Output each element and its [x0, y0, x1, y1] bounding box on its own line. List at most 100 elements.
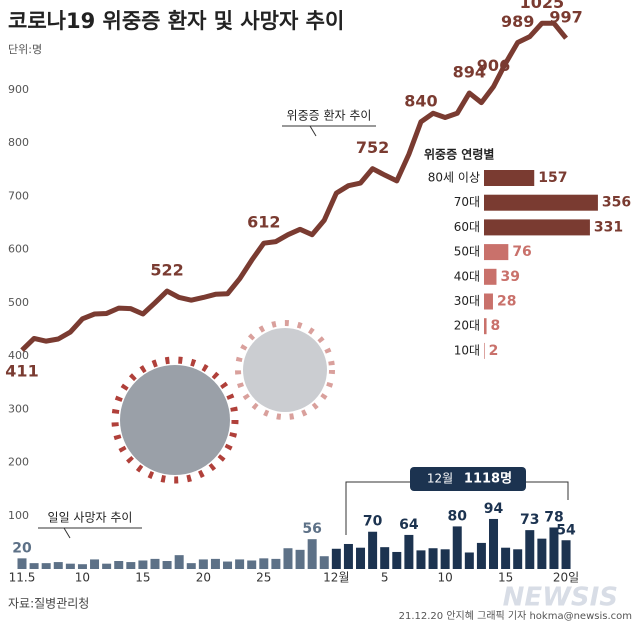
chart-title: 코로나19 위중증 환자 및 사망자 추이 [8, 9, 344, 33]
age-category: 10대 [454, 343, 480, 357]
bar [368, 531, 378, 569]
y-tick-label: 100 [8, 509, 29, 522]
line-value-label: 411 [5, 362, 38, 381]
age-category: 30대 [454, 294, 480, 308]
bar-label: 일일 사망자 추이 [48, 511, 133, 525]
age-value-label: 39 [500, 269, 519, 285]
bar [223, 561, 233, 569]
bar [501, 547, 511, 569]
bar [198, 559, 208, 569]
bar [259, 558, 269, 569]
watermark: NEWSIS [503, 583, 618, 613]
age-bar [484, 170, 535, 186]
line-value-label: 1025 [520, 0, 565, 12]
x-tick-label: 20일 [553, 571, 579, 585]
x-tick-label: 10 [438, 571, 453, 585]
month-total-value: 1118명 [464, 471, 512, 487]
line-value-label: 840 [404, 91, 437, 110]
x-tick-label: 12월 [323, 571, 349, 585]
age-value-label: 2 [489, 343, 499, 359]
line-value-label: 894 [453, 63, 486, 82]
y-tick-label: 800 [8, 136, 29, 149]
bar [343, 543, 353, 569]
bar [283, 548, 293, 569]
bar-value-label: 54 [556, 522, 576, 538]
age-value-label: 331 [594, 219, 623, 235]
age-value-label: 8 [491, 318, 501, 334]
age-category: 20대 [454, 319, 480, 333]
y-tick-label: 400 [8, 349, 29, 362]
bar [549, 527, 559, 569]
bar [162, 561, 172, 569]
y-tick-label: 600 [8, 243, 29, 256]
bar [392, 551, 402, 569]
age-bar [484, 342, 485, 359]
month-label: 12월 [427, 472, 453, 486]
bar [440, 549, 450, 569]
bar [210, 558, 220, 569]
age-bar [484, 293, 493, 310]
bar [452, 526, 462, 569]
bar [41, 563, 51, 569]
bar [307, 539, 317, 569]
age-category: 70대 [454, 195, 480, 209]
y-tick-label: 500 [8, 296, 29, 309]
line-series [20, 20, 568, 352]
bar-value-label: 20 [12, 540, 32, 556]
bar [102, 563, 112, 569]
age-value-label: 28 [497, 294, 516, 310]
bar [513, 549, 523, 569]
bar [525, 530, 535, 569]
bar [65, 563, 75, 569]
y-tick-label: 700 [8, 189, 29, 202]
bar [561, 540, 571, 569]
age-bar [484, 244, 509, 261]
age-bar [484, 268, 497, 285]
bar [416, 550, 426, 569]
age-bar [484, 318, 487, 335]
age-value-label: 157 [538, 170, 567, 186]
bar [247, 560, 257, 569]
bar-value-label: 78 [544, 509, 563, 525]
source: 자료:질병관리청 [8, 597, 89, 611]
bar [17, 558, 27, 569]
x-tick-label: 20 [196, 571, 211, 585]
bar [114, 561, 124, 569]
bar-value-label: 70 [363, 514, 383, 530]
age-bar [484, 219, 590, 236]
age-value-label: 356 [602, 195, 631, 211]
x-tick-label: 15 [135, 571, 150, 585]
x-tick-label: 25 [256, 571, 271, 585]
bar [235, 559, 245, 569]
bar [138, 560, 148, 569]
x-tick-label: 10 [75, 571, 90, 585]
bar [331, 548, 341, 569]
age-category: 80세 이상 [428, 171, 480, 185]
line-value-label: 752 [356, 138, 389, 157]
bar [126, 562, 136, 569]
bar [476, 542, 486, 569]
bar [77, 564, 87, 569]
bar [90, 559, 100, 569]
bar [29, 563, 39, 569]
line-value-label: 997 [549, 8, 582, 27]
bar [174, 555, 184, 569]
age-category: 50대 [454, 245, 480, 259]
bar-value-label: 56 [302, 521, 321, 537]
line-label: 위중증 환자 추이 [287, 109, 372, 123]
age-value-label: 76 [512, 244, 531, 260]
age-bar [484, 194, 598, 211]
y-tick-label: 900 [8, 83, 29, 96]
age-title: 위중증 연령별 [424, 147, 494, 162]
bar [489, 518, 499, 569]
bar [537, 538, 547, 569]
bar [404, 534, 414, 569]
y-tick-label: 300 [8, 402, 29, 415]
bar [53, 562, 63, 569]
bar-value-label: 94 [484, 501, 504, 517]
unit: 단위:명 [8, 43, 42, 56]
bar-annotation: 일일 사망자 추이 [38, 511, 142, 539]
bar [380, 547, 390, 569]
bar-value-label: 73 [520, 512, 539, 528]
